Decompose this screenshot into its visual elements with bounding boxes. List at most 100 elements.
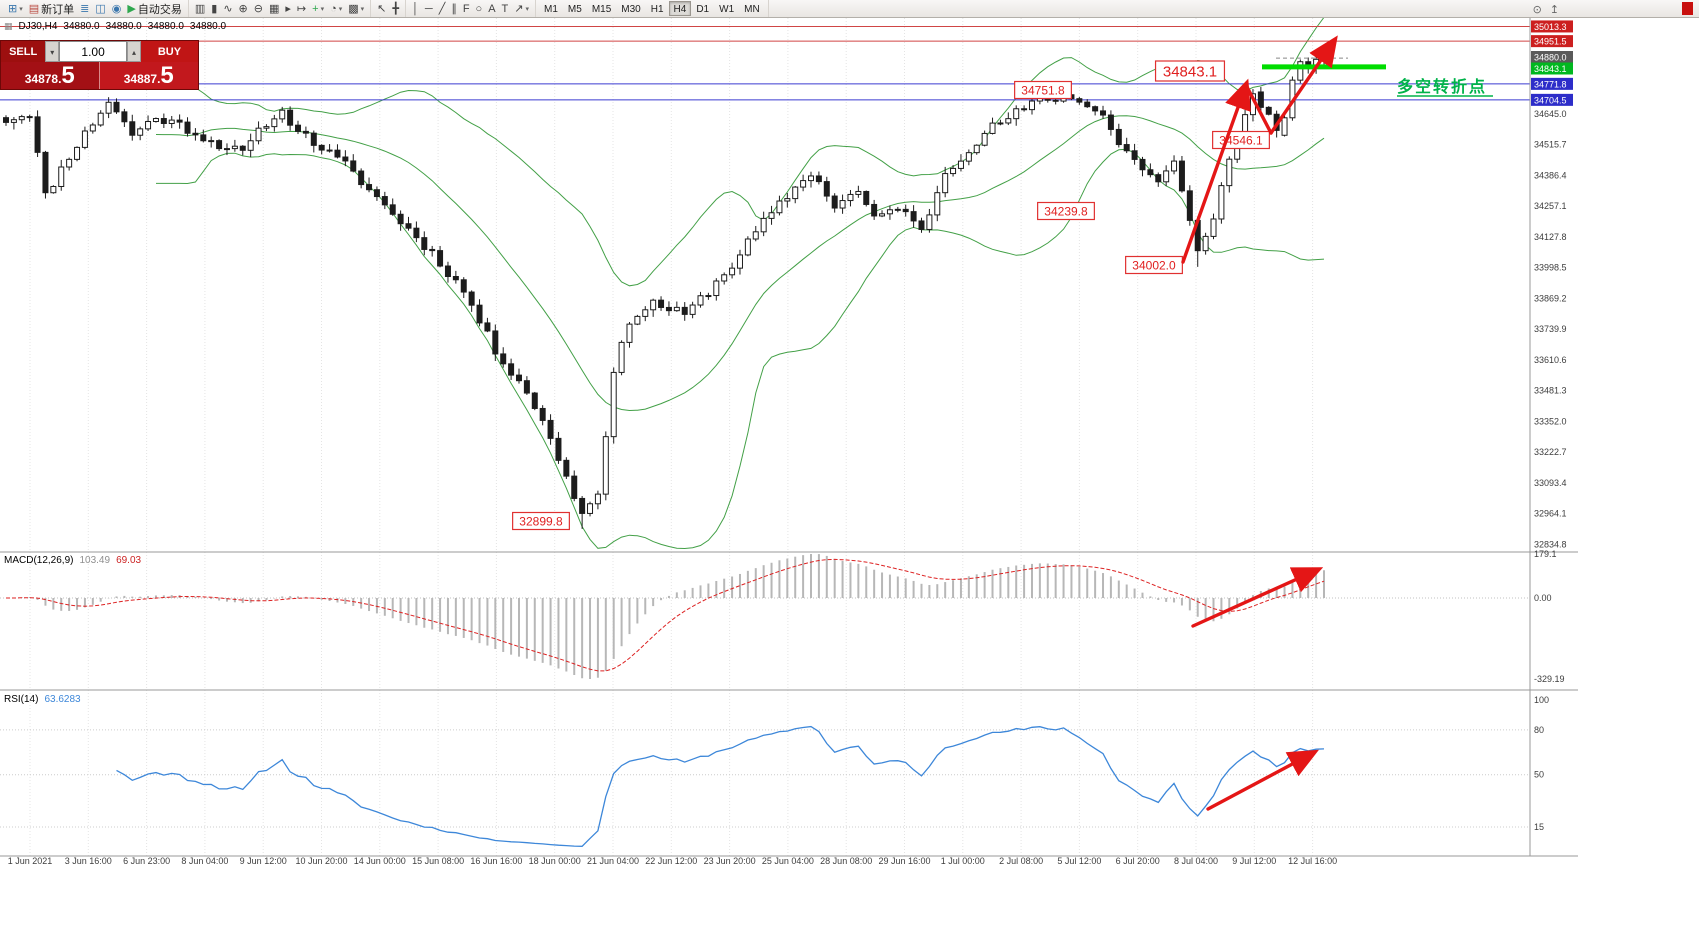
sell-button[interactable]: SELL [1,41,46,62]
svg-text:34880.0: 34880.0 [1534,53,1567,63]
svg-text:16 Jun 16:00: 16 Jun 16:00 [470,856,522,866]
new-chart-button[interactable]: ⊞ ▾ [5,1,26,17]
svg-text:8 Jul 04:00: 8 Jul 04:00 [1174,856,1218,866]
macd-header: MACD(12,26,9) 103.49 69.03 [4,555,141,566]
toolbar-group: ↖ ╋ [371,0,407,17]
ellipse-icon: ○ [475,2,483,15]
price-annotation-box[interactable] [1154,60,1226,82]
auto-trading-button[interactable]: ▶ 自动交易 [124,1,184,17]
timeframe-d1-button[interactable]: D1 [696,4,710,15]
tile-windows-button[interactable]: ▦ [266,1,282,17]
svg-text:14 Jun 00:00: 14 Jun 00:00 [354,856,406,866]
bid-price[interactable]: 34878. 5 [1,62,100,89]
trend-arrow[interactable] [1206,749,1319,811]
trend-arrow[interactable] [1244,83,1273,135]
chart-plot-area[interactable] [0,18,1530,552]
svg-text:8 Jun 04:00: 8 Jun 04:00 [181,856,228,866]
zoom-in-button[interactable]: ⊕ [236,1,251,17]
price-annotation-box[interactable] [512,511,570,531]
svg-text:34843.1: 34843.1 [1534,64,1567,74]
macd-panel [0,554,1530,679]
price-annotation-box[interactable] [1014,80,1072,100]
rsi-label: RSI(14) [4,694,39,705]
arrows-tool-button[interactable]: ↗ ▾ [511,1,532,17]
scroll-up-icon[interactable]: ↥ [1549,3,1559,16]
svg-text:9 Jul 12:00: 9 Jul 12:00 [1232,856,1276,866]
fibonacci-button[interactable]: F [460,1,473,17]
auto-scroll-button[interactable]: ▸ [282,1,294,17]
toolbar-group: ▥ ▮ ∿ ⊕ ⊖ ▦ ▸ ↦ + ▾ ◔ ▾ ▩ ▾ [189,0,372,17]
price-axis[interactable]: 34645.0 34515.7 34386.4 34257.1 34127.8 33998… [1531,20,1573,549]
macd-main-value: 103.49 [79,555,111,566]
periods-dropdown-icon[interactable]: ▾ [338,5,343,13]
svg-text:34704.5: 34704.5 [1534,95,1567,105]
svg-text:6 Jun 23:00: 6 Jun 23:00 [123,856,170,866]
templates-icon: ▩ [348,2,359,15]
timeframe-m30-button[interactable]: M30 [621,4,641,15]
new-indicator-dropdown-icon[interactable]: ▾ [320,5,325,13]
svg-text:34257.1: 34257.1 [1534,201,1567,211]
price-annotation-box[interactable] [1125,255,1183,275]
svg-text:34771.8: 34771.8 [1534,79,1567,89]
svg-text:2 Jul 08:00: 2 Jul 08:00 [999,856,1043,866]
trend-arrow[interactable] [1269,35,1338,135]
channel-button[interactable]: ∥ [448,1,460,17]
timeframe-h4-button[interactable]: H4 [668,1,692,16]
timeframe-m15-button[interactable]: M15 [591,4,612,15]
chart-bars-icon: ▥ [194,2,206,15]
timeframe-w1-button[interactable]: W1 [719,4,735,15]
label-tool-button[interactable]: T [499,1,512,17]
timeframe-h1-button[interactable]: H1 [650,4,664,15]
crosshair-button[interactable]: ╋ [389,1,402,17]
chart-bars-button[interactable]: ▥ [192,1,208,17]
trend-arrow[interactable] [1181,78,1251,264]
zoom-out-icon: ⊖ [253,2,263,15]
time-axis[interactable]: 1 Jun 2021 3 Jun 16:00 6 Jun 23:00 8 Jun 04… [8,856,1337,866]
horizontal-line-button[interactable]: ─ [422,1,436,17]
timeframe-m1-button[interactable]: M1 [544,4,558,15]
auto-trading-icon: ▶ [127,2,136,15]
chart-line-button[interactable]: ∿ [220,1,235,17]
toolbar-group: │ ─ ╱ ∥ F ○ A T ↗ ▾ [406,0,537,17]
svg-text:9 Jun 12:00: 9 Jun 12:00 [240,856,287,866]
market-watch-button[interactable]: ≣ [77,1,92,17]
chart-shift-button[interactable]: ↦ [294,1,309,17]
ellipse-button[interactable]: ○ [473,1,486,17]
templates-button[interactable]: ▩ ▾ [345,1,367,17]
trendline-icon: ╱ [438,2,446,15]
svg-text:10 Jun 20:00: 10 Jun 20:00 [295,856,347,866]
volume-down-button[interactable]: ▾ [45,41,60,62]
svg-text:33352.0: 33352.0 [1534,416,1567,426]
ohlc-low: 34880.0 [147,21,184,32]
trend-arrow[interactable] [1191,567,1324,628]
data-window-button[interactable]: ◫ [92,1,108,17]
templates-dropdown-icon[interactable]: ▾ [360,5,365,13]
volume-up-button[interactable]: ▴ [127,41,141,62]
cursor-button[interactable]: ↖ [374,1,389,17]
ask-price-big: 5 [160,62,174,89]
svg-text:25 Jun 04:00: 25 Jun 04:00 [762,856,814,866]
periods-button[interactable]: ◔ ▾ [327,1,345,17]
macd-signal-line [6,558,1325,672]
ohlc-high: 34880.0 [105,21,142,32]
chart-candles-button[interactable]: ▮ [208,1,220,17]
timeframe-m5-button[interactable]: M5 [567,4,582,15]
arrows-tool-dropdown-icon[interactable]: ▾ [525,5,530,13]
new-indicator-button[interactable]: + ▾ [309,1,327,17]
trendline-button[interactable]: ╱ [436,1,449,17]
ohlc-open: 34880.0 [63,21,100,32]
zoom-out-button[interactable]: ⊖ [251,1,266,17]
new-order-button[interactable]: ▤ 新订单 [26,1,77,17]
price-annotation-box[interactable] [1037,201,1095,221]
svg-text:12 Jul 16:00: 12 Jul 16:00 [1288,856,1337,866]
buy-button[interactable]: BUY [140,41,199,62]
volume-input[interactable] [59,41,128,62]
text-tool-button[interactable]: A [485,1,498,17]
one-click-trading-panel: SELL ▾ ▴ BUY 34878.5 34887.5 [0,40,199,90]
ask-price[interactable]: 34887. 5 [99,62,198,89]
timeframe-mn-button[interactable]: MN [744,4,760,15]
vertical-line-button[interactable]: │ [409,1,422,17]
magnifier-icon[interactable]: ⊙ [1532,3,1542,16]
navigator-button[interactable]: ◉ [109,1,125,17]
new-chart-dropdown-icon[interactable]: ▾ [19,5,23,13]
